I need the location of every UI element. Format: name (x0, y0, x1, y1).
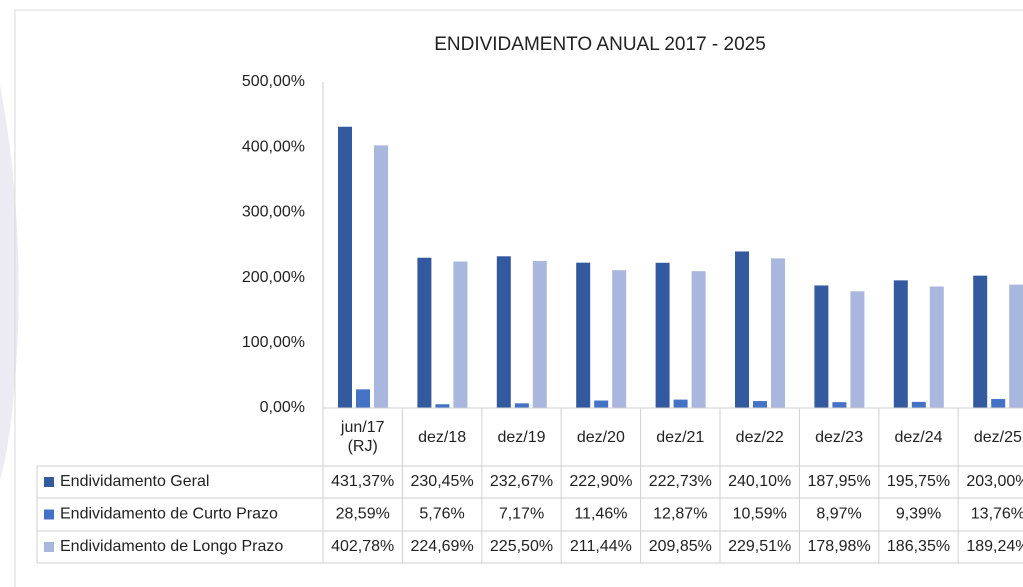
x-tick-label: dez/20 (576, 428, 625, 446)
bar (814, 285, 829, 408)
table-value: 240,10% (728, 473, 791, 490)
bar (496, 256, 511, 408)
bar (735, 251, 749, 408)
bar (691, 271, 706, 408)
bar (893, 280, 908, 408)
x-tick-label: dez/18 (418, 428, 467, 446)
x-tick-label: jun/17 (RJ) (340, 419, 385, 455)
bar (514, 403, 529, 408)
table-value: 195,75% (887, 473, 950, 490)
bar (532, 260, 547, 408)
table-value: 11,46% (574, 506, 627, 523)
bar (1009, 284, 1023, 408)
table-value: 189,24% (966, 538, 1023, 555)
bar (655, 262, 670, 408)
category-cell: dez/19 (497, 428, 546, 446)
x-tick-label: dez/23 (815, 428, 864, 446)
table-value: 224,69% (411, 538, 474, 555)
table-value: 225,50% (490, 538, 553, 555)
category-cell: dez/24 (894, 428, 943, 446)
table-value: 222,90% (569, 473, 632, 490)
decoration (0, 85, 19, 480)
table-value: 222,73% (649, 473, 712, 490)
table-value: 232,67% (490, 473, 553, 490)
table-value: 187,95% (808, 473, 871, 490)
bar (911, 401, 926, 408)
bar (832, 402, 847, 408)
category-cell: dez/22 (735, 428, 784, 446)
y-tick-label: 200,00% (242, 269, 305, 286)
table-value: 230,45% (411, 473, 474, 490)
y-tick-label: 0,00% (260, 399, 305, 416)
table-value: 5,76% (419, 506, 464, 523)
category-cell: dez/25 (973, 428, 1022, 446)
bar (991, 399, 1006, 408)
bar (753, 401, 767, 408)
table-value: 203,00% (966, 473, 1023, 490)
bar (453, 261, 468, 408)
x-tick-label: dez/19 (497, 428, 546, 446)
table-value: 186,35% (887, 538, 950, 555)
category-cell: dez/23 (815, 428, 864, 446)
x-tick-label: dez/21 (656, 428, 705, 446)
chart-title: ENDIVIDAMENTO ANUAL 2017 - 2025 (434, 34, 766, 55)
table-value: 229,51% (728, 538, 791, 555)
table-value: 178,98% (808, 538, 871, 555)
table-value: 7,17% (499, 506, 544, 523)
legend-label: Endividamento de Curto Prazo (60, 506, 278, 523)
table-value: 8,97% (816, 506, 861, 523)
x-tick-label: dez/25 (973, 428, 1022, 446)
table-value: 211,44% (570, 538, 632, 555)
table-value: 9,39% (896, 506, 941, 523)
category-cell: dez/21 (656, 428, 705, 446)
y-tick-label: 500,00% (242, 73, 305, 90)
bar (576, 262, 591, 408)
table-value: 12,87% (653, 506, 707, 523)
y-tick-label: 100,00% (242, 334, 305, 351)
category-cell: dez/18 (418, 428, 467, 446)
category-cell: jun/17 (RJ) (340, 419, 385, 455)
table-value: 402,78% (331, 538, 394, 555)
bar (771, 258, 785, 408)
legend-marker (44, 509, 54, 520)
y-tick-label: 400,00% (242, 138, 305, 155)
bar (338, 126, 352, 408)
bar (374, 145, 388, 408)
legend-label: Endividamento de Longo Prazo (60, 538, 283, 555)
chart-border (14, 9, 1023, 587)
table-value: 13,76% (971, 506, 1023, 523)
bar (356, 389, 370, 408)
legend-marker (44, 477, 54, 487)
bar (973, 275, 988, 408)
bar (850, 291, 865, 408)
table-value: 209,85% (649, 538, 712, 555)
x-tick-label: dez/22 (735, 428, 784, 446)
x-tick-label: dez/24 (894, 428, 943, 446)
bar (929, 286, 944, 408)
table-value: 28,59% (336, 506, 390, 523)
bar (594, 400, 609, 408)
legend-marker (44, 542, 54, 552)
bar (417, 257, 432, 408)
bar (673, 399, 688, 408)
y-tick-label: 300,00% (242, 204, 305, 221)
table-value: 10,59% (733, 506, 787, 523)
bar (612, 270, 627, 408)
table-value: 431,37% (331, 473, 394, 490)
legend-label: Endividamento Geral (60, 473, 209, 490)
category-cell: dez/20 (576, 428, 625, 446)
bar (435, 404, 450, 408)
